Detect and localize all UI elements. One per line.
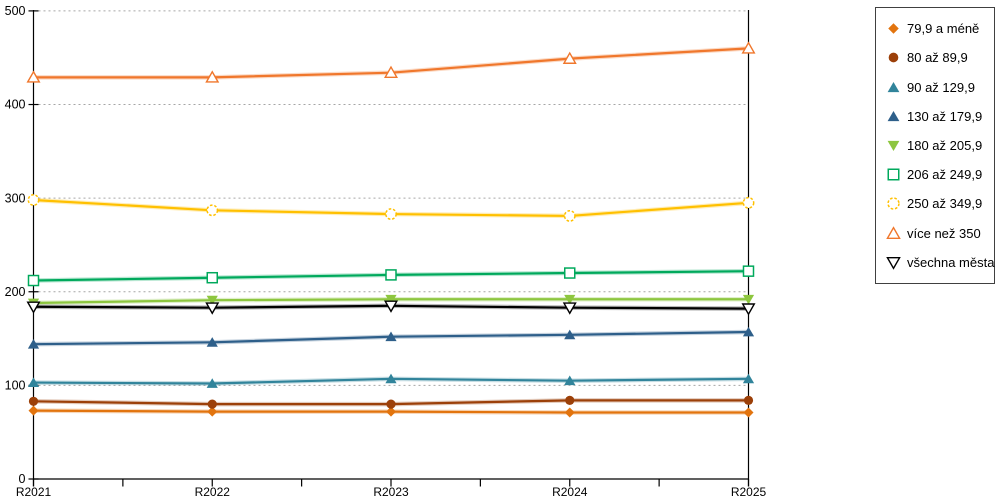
legend-item-label: 180 až 205,9 [907, 137, 983, 153]
diamond-icon [888, 23, 899, 34]
series-8-markers [26, 300, 756, 316]
triangle-down-open-icon [886, 256, 901, 270]
series-0-markers [28, 405, 754, 418]
gridlines [33, 10, 749, 386]
y-tick-labels: 0 100 200 300 400 500 [5, 4, 26, 486]
y-axis-tick-label: 300 [5, 191, 26, 205]
legend-item-label: 79,9 a méně [907, 21, 980, 37]
circle-icon [888, 52, 899, 63]
series-5-markers [27, 265, 755, 287]
x-axis-tick-label: R2023 [373, 485, 409, 499]
series-6-markers [27, 194, 755, 222]
legend-item: 180 až 205,9 [886, 138, 992, 153]
x-axis-tick-label: R2021 [16, 485, 52, 499]
legend-item: 250 až 349,9 [886, 196, 992, 211]
square-open-icon [887, 168, 900, 181]
legend-item-label: 90 až 129,9 [907, 79, 975, 95]
y-axis-tick-label: 200 [5, 285, 26, 299]
series-7-markers [26, 41, 756, 83]
triangle-up-icon [887, 81, 900, 92]
legend-item: 130 až 179,9 [886, 109, 992, 124]
series-1-markers [28, 395, 754, 409]
legend-item-label: 80 až 89,9 [907, 50, 968, 66]
x-axis-tick-label: R2024 [552, 485, 588, 499]
triangle-up-open-icon [886, 225, 901, 239]
axes [28, 10, 750, 487]
legend-item-label: 206 až 249,9 [907, 167, 983, 183]
legend-item: více než 350 [886, 225, 992, 241]
x-axis-tick-label: R2025 [731, 485, 767, 499]
y-axis-tick-label: 400 [5, 98, 26, 112]
y-axis-tick-label: 100 [5, 379, 26, 393]
legend-item: 206 až 249,9 [886, 167, 992, 182]
legend-item: všechna města [886, 254, 995, 270]
y-axis-tick-label: 500 [5, 4, 26, 18]
triangle-down-icon [887, 140, 900, 151]
legend: 79,9 a méně 80 až 89,9 90 až 129,9 130 až 1… [875, 7, 995, 284]
legend-item: 80 až 89,9 [886, 50, 992, 65]
series-3-markers [27, 326, 755, 349]
legend-item-label: 130 až 179,9 [907, 108, 983, 124]
x-tick-labels: R2021 R2022 R2023 R2024 R2025 [16, 485, 767, 499]
x-axis-tick-label: R2022 [195, 485, 231, 499]
series-2-markers [27, 373, 755, 388]
triangle-up-icon [887, 110, 900, 121]
circle-open-dashed-icon [887, 197, 900, 211]
y-axis-tick-label: 0 [19, 472, 26, 486]
legend-item-label: 250 až 349,9 [907, 196, 983, 212]
legend-item: 90 až 129,9 [886, 80, 992, 95]
legend-item-label: všechna města [907, 254, 995, 270]
legend-item-label: více než 350 [907, 225, 981, 241]
legend-item: 79,9 a méně [886, 21, 992, 36]
